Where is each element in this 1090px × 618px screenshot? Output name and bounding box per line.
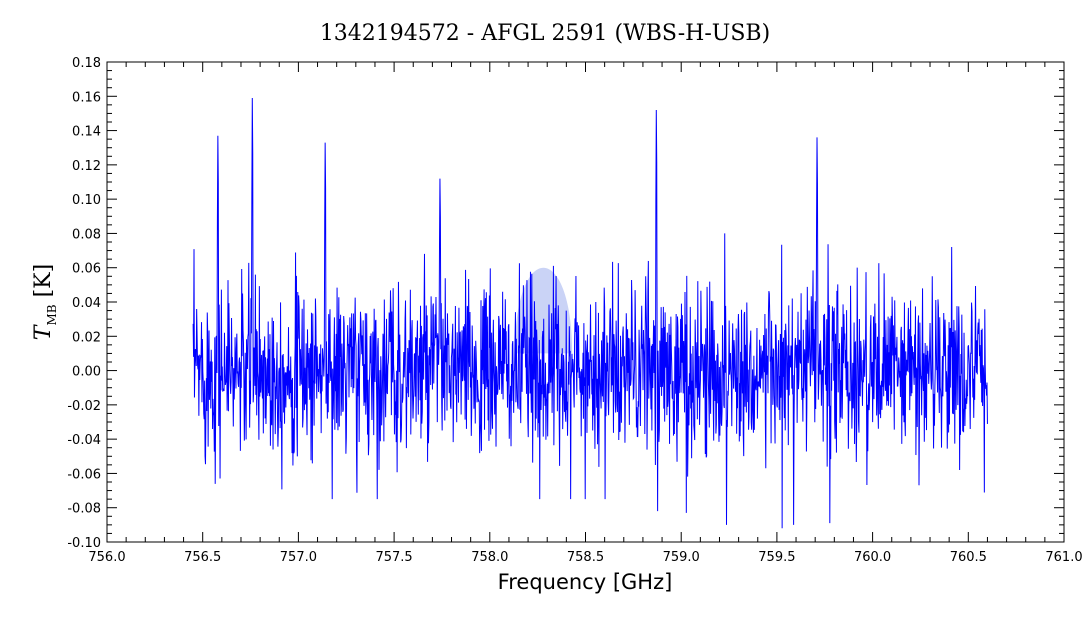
- x-tick-label: 760.0: [854, 550, 891, 565]
- y-tick-label: -0.02: [67, 399, 101, 414]
- spectrum-line: [192, 97, 988, 529]
- y-axis-subscript: MB: [45, 304, 59, 325]
- y-tick-label: 0.10: [72, 193, 101, 208]
- y-tick-label: -0.06: [67, 467, 101, 482]
- x-axis-ticks: 756.0 756.5 757.0 757.5 758.0 758.5 759.0 759.5…: [88, 62, 1083, 565]
- y-tick-label: 0.12: [72, 159, 101, 174]
- y-tick-label: -0.10: [67, 536, 101, 551]
- x-tick-label: 758.5: [567, 550, 604, 565]
- spectrum-trace: [192, 97, 988, 529]
- x-tick-label: 757.0: [280, 550, 317, 565]
- x-tick-label: 756.5: [184, 550, 221, 565]
- chart-title: 1342194572 - AFGL 2591 (WBS-H-USB): [320, 21, 770, 46]
- y-tick-label: 0.18: [72, 56, 101, 71]
- y-tick-label: 0.04: [72, 296, 101, 311]
- y-tick-label: 0.02: [72, 330, 101, 345]
- x-axis-label: Frequency [GHz]: [498, 570, 673, 594]
- x-tick-label: 760.5: [950, 550, 987, 565]
- x-tick-label: 756.0: [88, 550, 125, 565]
- y-axis-symbol: T: [31, 323, 56, 340]
- x-tick-label: 757.5: [375, 550, 412, 565]
- y-tick-label: 0.06: [72, 262, 101, 277]
- y-axis-ticks: -0.10 -0.08 -0.06 -0.04 -0.02 0.00 0.02 0.04 0.0…: [67, 56, 1064, 551]
- y-tick-label: 0.14: [72, 125, 101, 140]
- y-tick-label: -0.08: [67, 502, 101, 517]
- y-tick-label: 0.16: [72, 90, 101, 105]
- x-tick-label: 759.5: [758, 550, 795, 565]
- y-axis-unit: [K]: [31, 264, 56, 298]
- svg-text:TMB [K]: TMB [K]: [31, 264, 59, 340]
- y-axis-label: TMB [K]: [31, 264, 59, 340]
- x-tick-label: 759.0: [663, 550, 700, 565]
- x-tick-label: 758.0: [471, 550, 508, 565]
- y-tick-label: 0.00: [72, 365, 101, 380]
- y-tick-label: 0.08: [72, 227, 101, 242]
- y-tick-label: -0.04: [67, 433, 101, 448]
- x-tick-label: 761.0: [1045, 550, 1082, 565]
